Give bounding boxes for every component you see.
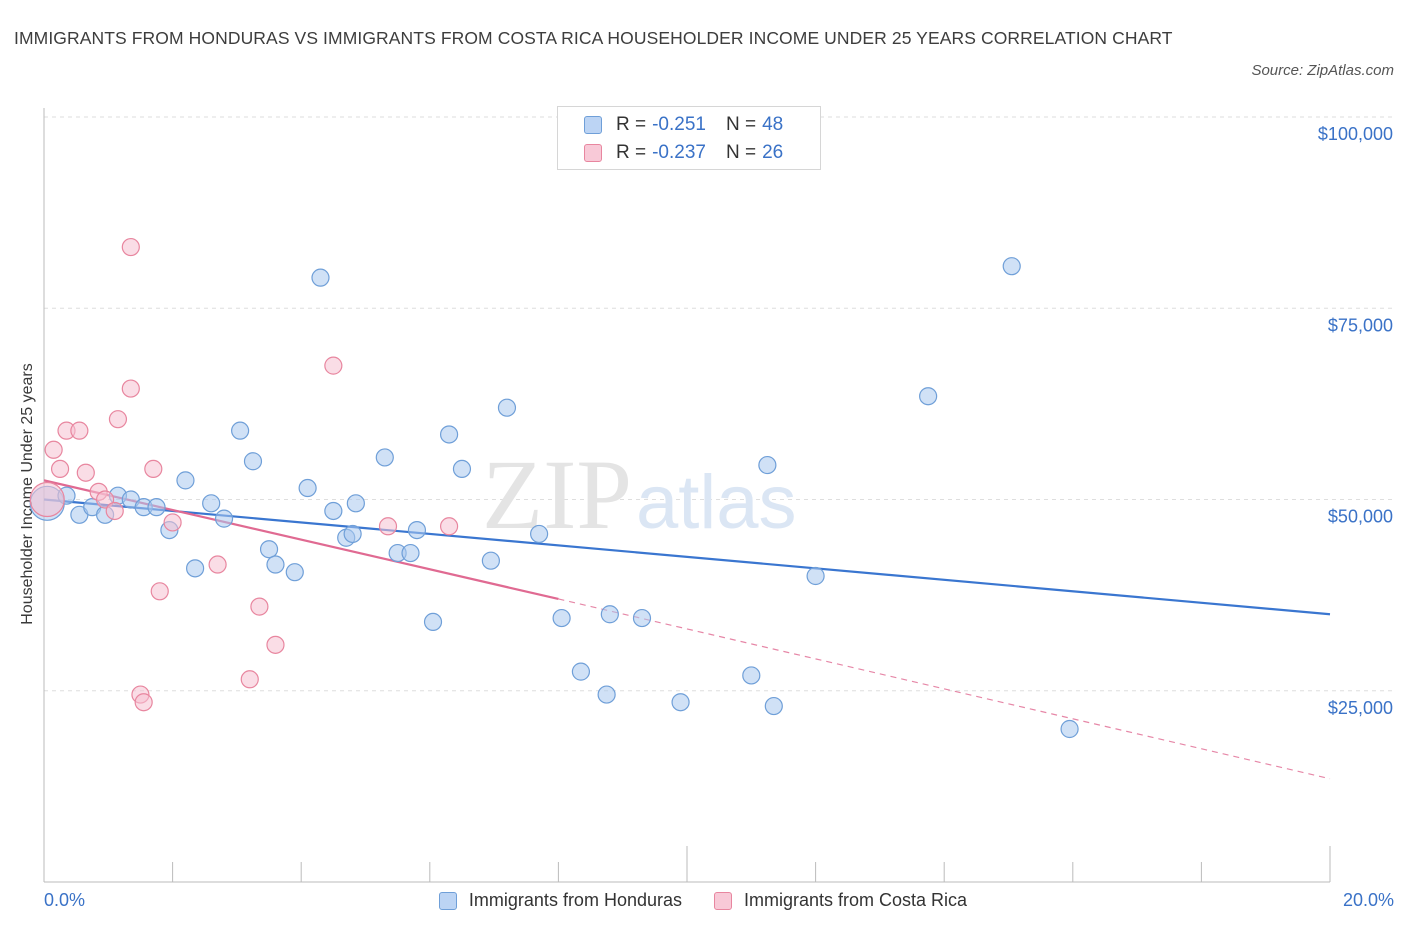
point-0-43 bbox=[764, 696, 783, 716]
point-0-16 bbox=[259, 540, 279, 559]
point-0-10 bbox=[176, 471, 195, 490]
correlation-legend: R = -0.251 N = 48 R = -0.237 N = 26 bbox=[557, 106, 821, 170]
zipatlas-watermark: ZIP atlas bbox=[482, 439, 797, 550]
legend-item-costa-rica: Immigrants from Costa Rica bbox=[714, 890, 967, 911]
point-0-21 bbox=[324, 501, 343, 521]
point-1-19 bbox=[250, 597, 269, 616]
point-0-19 bbox=[298, 478, 317, 498]
point-1-1 bbox=[44, 440, 63, 459]
point-0-39 bbox=[632, 608, 652, 628]
point-1-8 bbox=[105, 501, 124, 521]
point-1-23 bbox=[439, 517, 459, 536]
r-value: -0.251 bbox=[652, 114, 706, 135]
point-0-45 bbox=[919, 387, 938, 406]
point-1-14 bbox=[144, 459, 163, 478]
point-0-12 bbox=[202, 494, 221, 513]
trend-line-0 bbox=[43, 498, 1331, 616]
y-tick-labels: $25,000 $50,000 $75,000 $100,000 bbox=[1318, 124, 1393, 718]
point-0-33 bbox=[497, 398, 517, 417]
legend-item-honduras: Immigrants from Honduras bbox=[438, 890, 682, 911]
point-1-18 bbox=[240, 670, 259, 689]
point-1-17 bbox=[208, 555, 227, 574]
svg-text:atlas: atlas bbox=[636, 460, 797, 545]
point-0-14 bbox=[231, 421, 250, 440]
point-0-8 bbox=[147, 498, 166, 517]
data-points bbox=[29, 237, 1079, 739]
honduras-swatch bbox=[584, 116, 602, 134]
point-0-42 bbox=[758, 455, 777, 475]
chart-title: IMMIGRANTS FROM HONDURAS VS IMMIGRANTS F… bbox=[14, 28, 1173, 48]
r-label: R = bbox=[616, 142, 647, 163]
n-value: 26 bbox=[762, 142, 784, 163]
point-0-41 bbox=[742, 666, 761, 685]
point-0-29 bbox=[423, 612, 443, 632]
gridlines bbox=[44, 116, 1394, 692]
point-0-30 bbox=[439, 425, 459, 444]
point-1-4 bbox=[70, 421, 89, 440]
point-1-13 bbox=[134, 693, 153, 712]
point-0-11 bbox=[186, 559, 205, 578]
legend-label-costa-rica: Immigrants from Costa Rica bbox=[744, 890, 968, 910]
point-0-17 bbox=[266, 555, 285, 574]
legend-row-honduras: R = -0.251 N = 48 bbox=[584, 113, 783, 137]
point-0-34 bbox=[530, 524, 549, 544]
point-0-31 bbox=[452, 459, 472, 478]
point-0-40 bbox=[671, 693, 690, 712]
legend-label-honduras: Immigrants from Honduras bbox=[468, 890, 682, 910]
point-1-15 bbox=[150, 582, 169, 601]
point-0-28 bbox=[407, 520, 427, 540]
legend-row-costa-rica: R = -0.237 N = 26 bbox=[584, 141, 783, 165]
point-0-47 bbox=[1060, 719, 1079, 739]
x-tick-label-min: 0.0% bbox=[44, 890, 86, 910]
svg-text:ZIP: ZIP bbox=[482, 439, 632, 550]
point-0-38 bbox=[600, 605, 619, 624]
point-1-20 bbox=[266, 635, 285, 654]
point-0-23 bbox=[343, 524, 362, 544]
point-0-36 bbox=[571, 662, 591, 681]
y-tick-label-0: $25,000 bbox=[1328, 698, 1393, 718]
r-label: R = bbox=[616, 114, 647, 135]
y-tick-label-3: $100,000 bbox=[1318, 124, 1393, 144]
x-tick-label-max: 20.0% bbox=[1342, 890, 1394, 910]
point-0-13 bbox=[214, 509, 234, 528]
source-label: Source: ZipAtlas.com bbox=[1251, 62, 1394, 79]
n-value: 48 bbox=[762, 114, 784, 135]
point-0-15 bbox=[243, 452, 263, 471]
point-1-22 bbox=[378, 517, 398, 536]
point-1-10 bbox=[121, 237, 140, 257]
point-1-9 bbox=[108, 410, 128, 429]
point-0-32 bbox=[481, 551, 500, 570]
point-1-0 bbox=[29, 481, 65, 518]
point-1-11 bbox=[121, 379, 140, 398]
point-1-21 bbox=[324, 356, 343, 375]
point-0-27 bbox=[401, 543, 420, 563]
point-0-18 bbox=[285, 563, 304, 582]
honduras-legend-swatch bbox=[438, 891, 457, 910]
n-label: N = bbox=[725, 142, 757, 163]
point-0-24 bbox=[346, 494, 365, 513]
point-0-35 bbox=[552, 608, 571, 628]
point-1-5 bbox=[76, 463, 95, 482]
point-1-2 bbox=[50, 459, 70, 478]
y-tick-label-2: $75,000 bbox=[1328, 315, 1393, 335]
point-1-16 bbox=[163, 513, 182, 532]
n-label: N = bbox=[725, 114, 757, 135]
costa-rica-legend-swatch bbox=[714, 891, 732, 910]
point-0-37 bbox=[597, 685, 616, 704]
point-0-46 bbox=[1002, 257, 1021, 276]
y-tick-label-1: $50,000 bbox=[1328, 507, 1393, 527]
point-0-20 bbox=[311, 268, 330, 287]
trend-extension-1 bbox=[558, 598, 1331, 780]
series-legend: Immigrants from Honduras Immigrants from… bbox=[0, 890, 1406, 911]
point-0-44 bbox=[806, 566, 825, 586]
costa-rica-swatch bbox=[584, 144, 602, 162]
r-value: -0.237 bbox=[652, 142, 706, 163]
point-0-25 bbox=[375, 448, 394, 467]
